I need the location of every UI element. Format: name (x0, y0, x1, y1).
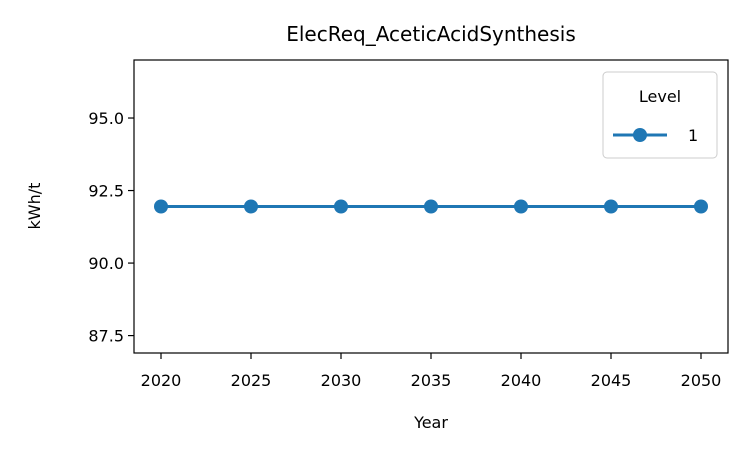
x-tick-label: 2045 (591, 371, 632, 390)
y-tick-label: 95.0 (88, 109, 124, 128)
x-axis-label: Year (413, 413, 448, 432)
x-tick-label: 2035 (411, 371, 452, 390)
x-axis: 2020 2025 2030 2035 2040 2045 2050 (141, 353, 722, 390)
y-axis-label: kWh/t (25, 183, 44, 230)
legend-series-marker (633, 128, 647, 142)
y-tick-label: 87.5 (88, 327, 124, 346)
data-point (334, 199, 348, 214)
legend: Level 1 (602, 71, 718, 159)
data-point (604, 199, 618, 214)
x-tick-label: 2020 (141, 371, 182, 390)
data-point (154, 199, 168, 214)
chart-title: ElecReq_AceticAcidSynthesis (286, 22, 576, 46)
x-tick-label: 2040 (501, 371, 542, 390)
legend-series-label: 1 (688, 126, 698, 145)
x-tick-label: 2050 (681, 371, 722, 390)
data-point (244, 199, 258, 214)
x-tick-label: 2025 (231, 371, 272, 390)
y-tick-label: 92.5 (88, 182, 124, 201)
y-axis: 87.5 90.0 92.5 95.0 (88, 109, 134, 346)
legend-box (602, 71, 718, 159)
data-point (424, 199, 438, 214)
legend-title: Level (639, 87, 681, 106)
x-tick-label: 2030 (321, 371, 362, 390)
y-tick-label: 90.0 (88, 254, 124, 273)
series-layer (154, 199, 708, 214)
data-point (514, 199, 528, 214)
data-point (694, 199, 708, 214)
